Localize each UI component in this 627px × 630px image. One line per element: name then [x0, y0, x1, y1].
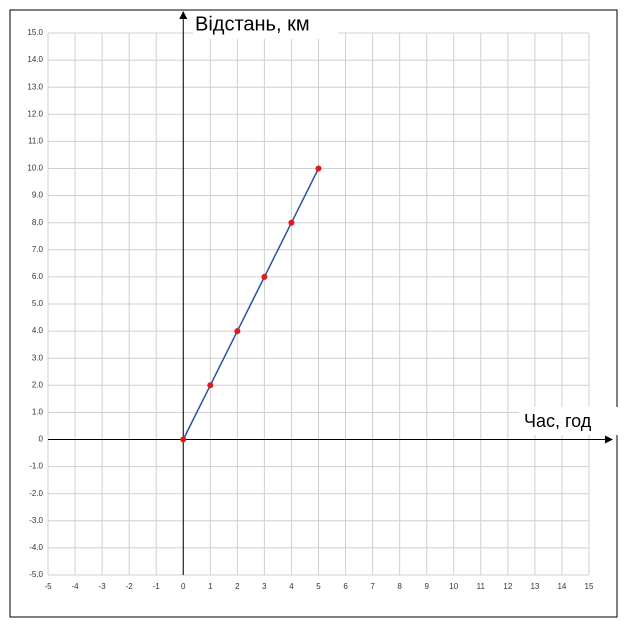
y-tick-label: 3.0 [32, 353, 44, 362]
data-point [315, 165, 322, 172]
y-tick-label: -5.0 [29, 570, 43, 579]
y-tick-label: 11.0 [28, 137, 44, 146]
y-tick-label: 15.0 [27, 28, 43, 37]
x-tick-label: 11 [477, 582, 486, 591]
x-tick-label: 13 [530, 582, 539, 591]
y-axis-title: Відстань, км [195, 13, 310, 35]
y-tick-label: 0 [39, 435, 44, 444]
frame [9, 9, 618, 618]
y-tick-label: 13.0 [27, 82, 43, 91]
x-tick-label: 15 [585, 582, 594, 591]
x-tick-label: 2 [235, 582, 240, 591]
y-tick-label: 5.0 [32, 299, 44, 308]
x-tick-label: 9 [424, 582, 429, 591]
y-tick-label: 7.0 [32, 245, 44, 254]
y-tick-label: -1.0 [29, 462, 43, 471]
data-point [288, 219, 295, 226]
x-tick-label: -3 [99, 582, 107, 591]
x-axis-title: Час, год [524, 411, 592, 431]
x-tick-label: 5 [316, 582, 321, 591]
data-point [261, 273, 268, 280]
x-title-bg [519, 407, 619, 435]
data-point [207, 382, 214, 389]
x-tick-label: 4 [289, 582, 294, 591]
y-tick-label: 1.0 [32, 408, 44, 417]
x-tick-label: 7 [370, 582, 375, 591]
x-tick-label: -2 [126, 582, 134, 591]
y-tick-label: 12.0 [27, 109, 43, 118]
y-tick-label: 6.0 [32, 272, 44, 281]
x-tick-label: 1 [208, 582, 213, 591]
data-line [182, 168, 320, 440]
x-tick-label: -4 [71, 582, 79, 591]
y-tick-label: 10.0 [27, 164, 43, 173]
y-tick-label: 2.0 [32, 380, 44, 389]
y-tick-label: 4.0 [32, 326, 44, 335]
title-bg [193, 11, 338, 39]
y-tick-label: -4.0 [29, 543, 43, 552]
x-tick-label: 12 [503, 582, 512, 591]
y-tick-label: -3.0 [29, 516, 43, 525]
data-point [234, 328, 241, 335]
x-tick-label: -1 [153, 582, 161, 591]
x-tick-label: -5 [44, 582, 52, 591]
x-tick-label: 14 [557, 582, 566, 591]
x-tick-label: 3 [262, 582, 267, 591]
y-tick-label: 8.0 [32, 218, 44, 227]
y-tick-label: -2.0 [29, 489, 43, 498]
x-tick-label: 6 [343, 582, 348, 591]
y-tick-label: 9.0 [32, 191, 44, 200]
x-tick-label: 0 [181, 582, 186, 591]
y-tick-label: 14.0 [27, 55, 43, 64]
x-tick-label: 8 [397, 582, 402, 591]
data-point [180, 436, 187, 443]
x-tick-label: 10 [449, 582, 458, 591]
